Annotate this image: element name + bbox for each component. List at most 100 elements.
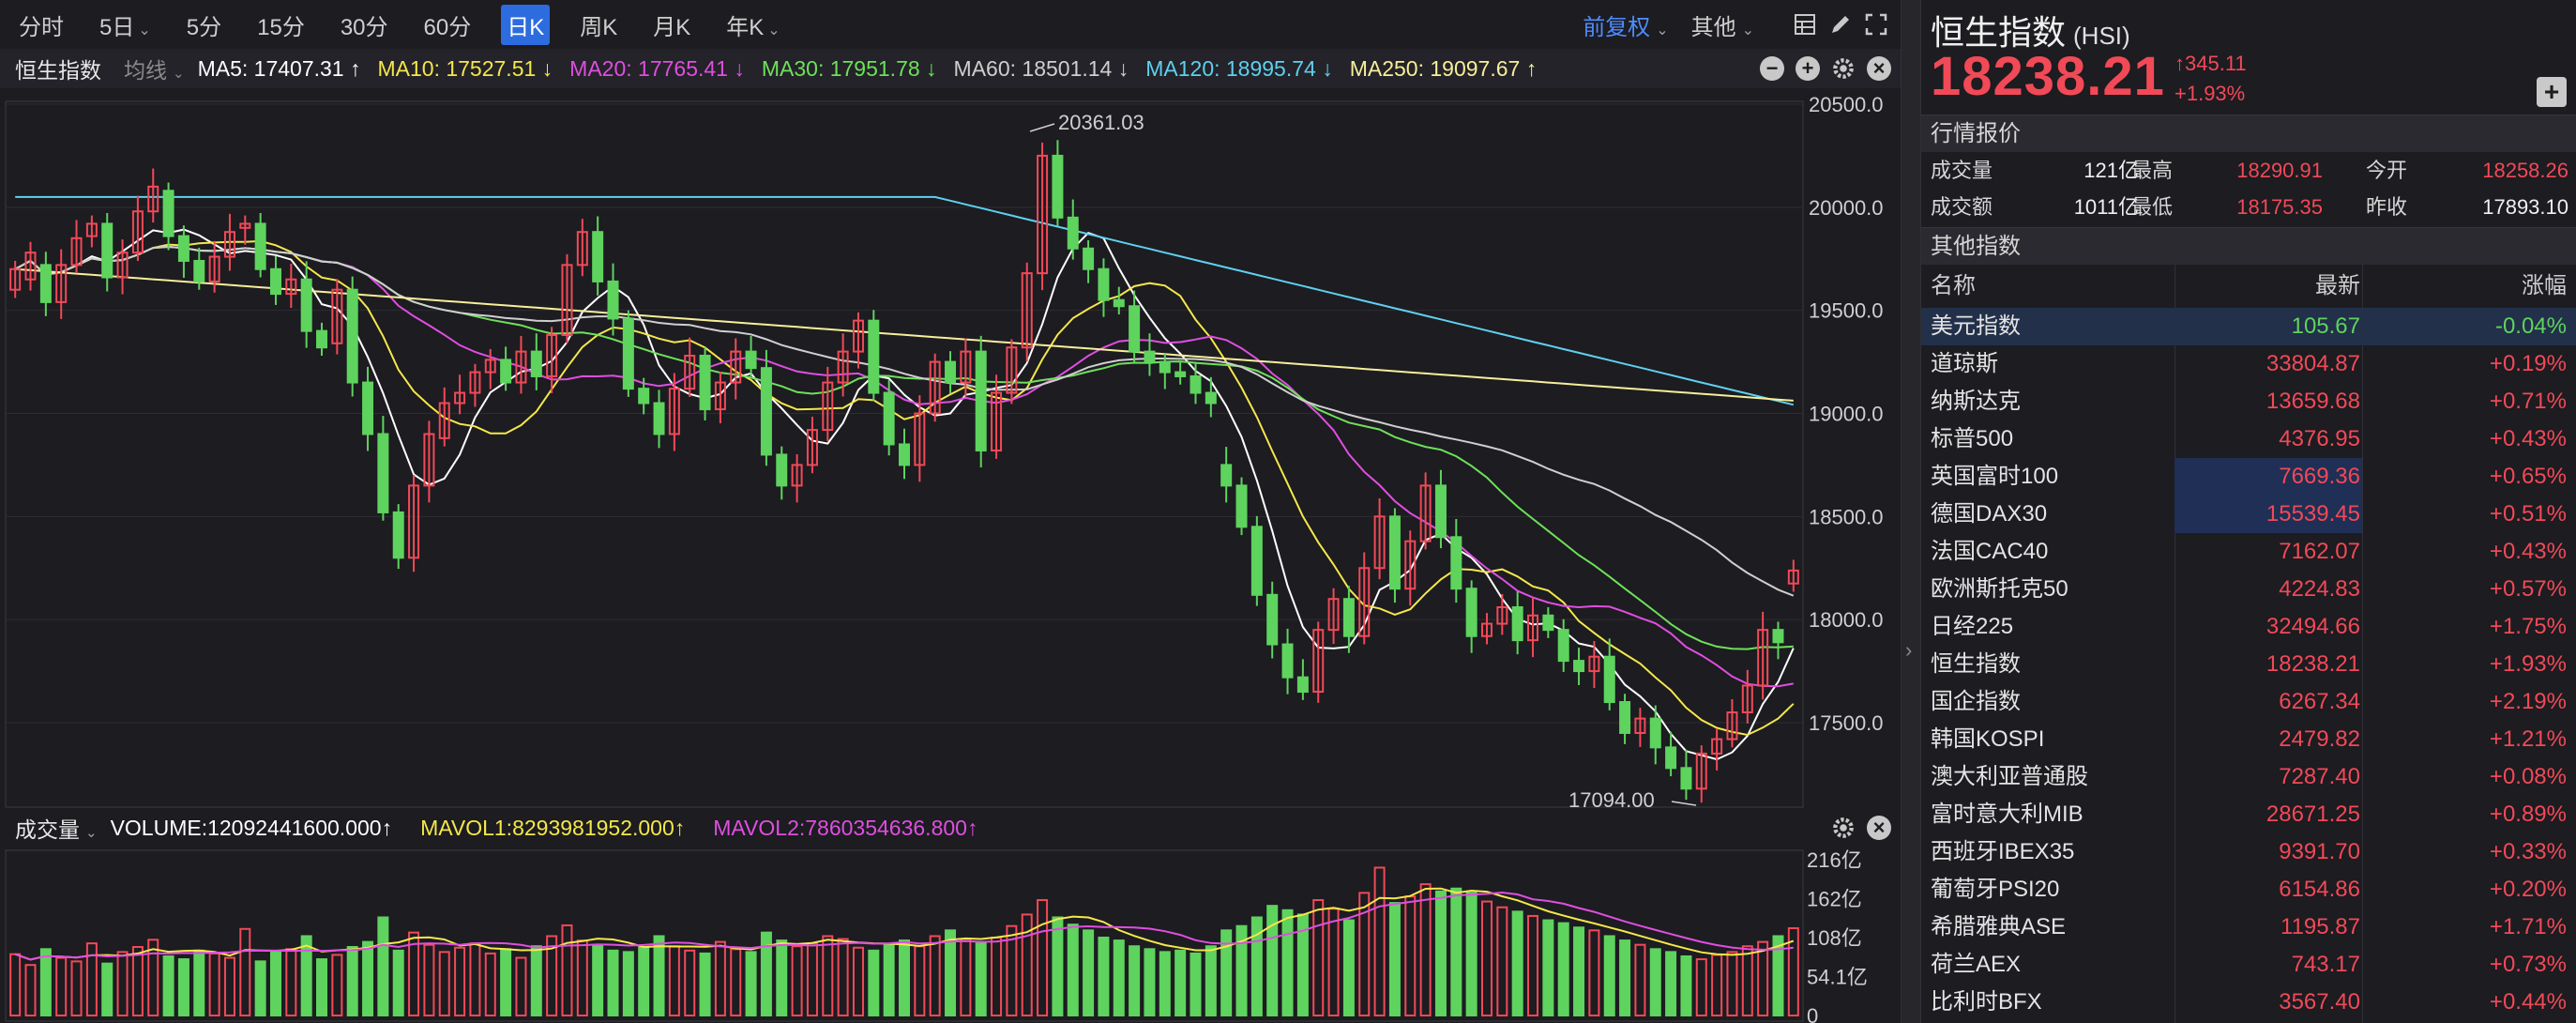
adjust-dropdown[interactable]: 前复权 ⌄ — [1583, 8, 1668, 41]
candle-body — [714, 381, 726, 411]
index-row[interactable]: 道琼斯 33804.87 +0.19% — [1921, 345, 2576, 383]
market-row: 成交量 121亿 最高 18290.91 今开 18258.26 — [1921, 152, 2576, 189]
ma-legend-item: MA5: 17407.31 ↑ — [197, 55, 361, 81]
gear-icon[interactable] — [1831, 56, 1856, 81]
volume-controls: × — [1820, 809, 1891, 847]
volume-bar — [1480, 900, 1493, 1016]
candle-body — [791, 464, 803, 487]
close-circle-icon[interactable]: × — [1867, 56, 1891, 81]
index-row[interactable]: 比利时BFX 3567.40 +0.44% — [1921, 984, 2576, 1021]
market-label: 昨收 — [2366, 195, 2408, 219]
volume-bar — [1144, 948, 1156, 1016]
candle-body — [745, 350, 757, 370]
period-tab[interactable]: 周K — [574, 5, 623, 45]
index-row[interactable]: 澳大利亚普通股 7287.40 +0.08% — [1921, 758, 2576, 796]
index-change: +0.19% — [2489, 351, 2567, 376]
candle-body — [1083, 247, 1095, 270]
period-tab[interactable]: 15分 — [251, 5, 311, 45]
period-tab-label: 5分 — [186, 14, 222, 40]
volume-indicator-dropdown[interactable]: 成交量 ⌄ — [15, 812, 98, 844]
index-row[interactable]: 欧洲斯托克50 4224.83 +0.57% — [1921, 571, 2576, 608]
layout-grid-icon[interactable] — [1794, 13, 1816, 36]
index-row[interactable]: 英国富时100 7669.36 +0.65% — [1921, 458, 2576, 496]
volume-bar — [607, 949, 619, 1016]
index-change: +0.89% — [2489, 802, 2567, 827]
period-tab[interactable]: 月K — [647, 5, 696, 45]
index-name: 恒生指数 — [1931, 651, 2021, 677]
candle-body — [1588, 655, 1600, 673]
close-circle-icon[interactable]: × — [1867, 816, 1891, 840]
index-row[interactable]: 韩国KOSPI 2479.82 +1.21% — [1921, 721, 2576, 758]
candle-body — [1603, 655, 1615, 704]
candle-body — [208, 255, 220, 282]
period-tab[interactable]: 日K — [501, 4, 551, 45]
index-row[interactable]: 国企指数 6267.34 +2.19% — [1921, 683, 2576, 721]
plus-circle-icon[interactable]: + — [1796, 56, 1820, 81]
volume-bar — [1312, 899, 1325, 1016]
index-name: 法国CAC40 — [1931, 539, 2049, 564]
index-row[interactable]: 纳斯达克 13659.68 +0.71% — [1921, 383, 2576, 420]
volume-bar — [806, 942, 818, 1016]
add-watchlist-button[interactable]: + — [2537, 77, 2567, 107]
line-type-dropdown[interactable]: 均线 ⌄ — [124, 53, 185, 84]
volume-bar — [1129, 945, 1141, 1016]
candle-body — [55, 264, 68, 303]
quote-change-pct: +1.93% — [2174, 82, 2246, 105]
candle-body — [914, 412, 926, 466]
candle-body — [1511, 605, 1523, 642]
volume-bar — [592, 943, 604, 1016]
quote-price: 18238.21 — [1931, 46, 2165, 107]
gear-icon[interactable] — [1831, 816, 1856, 840]
period-tab-label: 5日 — [99, 14, 135, 40]
index-row[interactable]: 恒生指数 18238.21 +1.93% — [1921, 646, 2576, 683]
period-tab[interactable]: 60分 — [418, 5, 477, 45]
index-row[interactable]: 标普500 4376.95 +0.43% — [1921, 420, 2576, 458]
quote-change-value: ↑345.11 — [2174, 52, 2247, 75]
volume-bar — [1327, 908, 1340, 1016]
market-label: 今开 — [2366, 159, 2408, 182]
kline-chart[interactable]: 20500.0 20000.0 19500.0 19000.0 18500.0 18000… — [0, 88, 1901, 809]
candle-body — [1205, 391, 1217, 405]
index-row[interactable]: 日经225 32494.66 +1.75% — [1921, 608, 2576, 646]
index-name: 澳大利亚普通股 — [1931, 764, 2088, 789]
minus-circle-icon[interactable]: − — [1760, 56, 1784, 81]
volume-chart[interactable]: 216亿 162亿 108亿 54.1亿 0 — [0, 847, 1901, 1023]
volume-bar — [9, 953, 22, 1016]
other-dropdown[interactable]: 其他 ⌄ — [1691, 8, 1754, 41]
index-row[interactable]: 德国DAX30 15539.45 +0.51% — [1921, 496, 2576, 533]
index-row[interactable]: 法国CAC40 7162.07 +0.43% — [1921, 533, 2576, 571]
index-change: -0.04% — [2494, 313, 2567, 339]
chevron-right-icon[interactable]: › — [1905, 638, 1913, 662]
candle-body — [1419, 484, 1432, 542]
index-row[interactable]: 美元指数 105.67 -0.04% — [1921, 308, 2576, 345]
kline-y-tick: 19500.0 — [1809, 299, 1884, 323]
period-tab[interactable]: 5分 — [181, 5, 227, 45]
volume-bar — [1726, 951, 1738, 1016]
candle-body — [684, 354, 696, 390]
candle-body — [101, 222, 114, 279]
index-row[interactable]: 富时意大利MIB 28671.25 +0.89% — [1921, 796, 2576, 833]
candle-body — [1296, 676, 1309, 694]
pane-divider[interactable]: › — [1901, 0, 1921, 1023]
chart-index-name: 恒生指数 — [15, 58, 101, 83]
period-tab-label: 年K — [726, 14, 765, 40]
index-row[interactable]: 西班牙IBEX35 9391.70 +0.33% — [1921, 833, 2576, 871]
period-tab[interactable]: 分时 — [13, 5, 69, 45]
pencil-icon[interactable] — [1829, 13, 1852, 36]
volume-bar — [1205, 945, 1217, 1016]
volume-bar — [760, 931, 772, 1016]
chevron-down-icon: ⌄ — [1741, 22, 1754, 38]
index-row[interactable]: 希腊雅典ASE 1195.87 +1.71% — [1921, 908, 2576, 946]
period-tab[interactable]: 5日 ⌄ — [94, 5, 157, 45]
index-change: +0.65% — [2489, 464, 2567, 489]
period-tab[interactable]: 年K ⌄ — [720, 5, 785, 45]
kline-y-tick: 20500.0 — [1809, 93, 1884, 116]
period-tab[interactable]: 30分 — [335, 5, 394, 45]
volume-bar — [1220, 929, 1233, 1016]
fullscreen-icon[interactable] — [1865, 13, 1887, 36]
index-row[interactable]: 荷兰AEX 743.17 +0.73% — [1921, 946, 2576, 984]
volume-bar — [285, 948, 297, 1016]
index-row[interactable]: 葡萄牙PSI20 6154.86 +0.20% — [1921, 871, 2576, 908]
candle-body — [1619, 701, 1631, 734]
market-value: 17893.10 — [2482, 195, 2568, 219]
